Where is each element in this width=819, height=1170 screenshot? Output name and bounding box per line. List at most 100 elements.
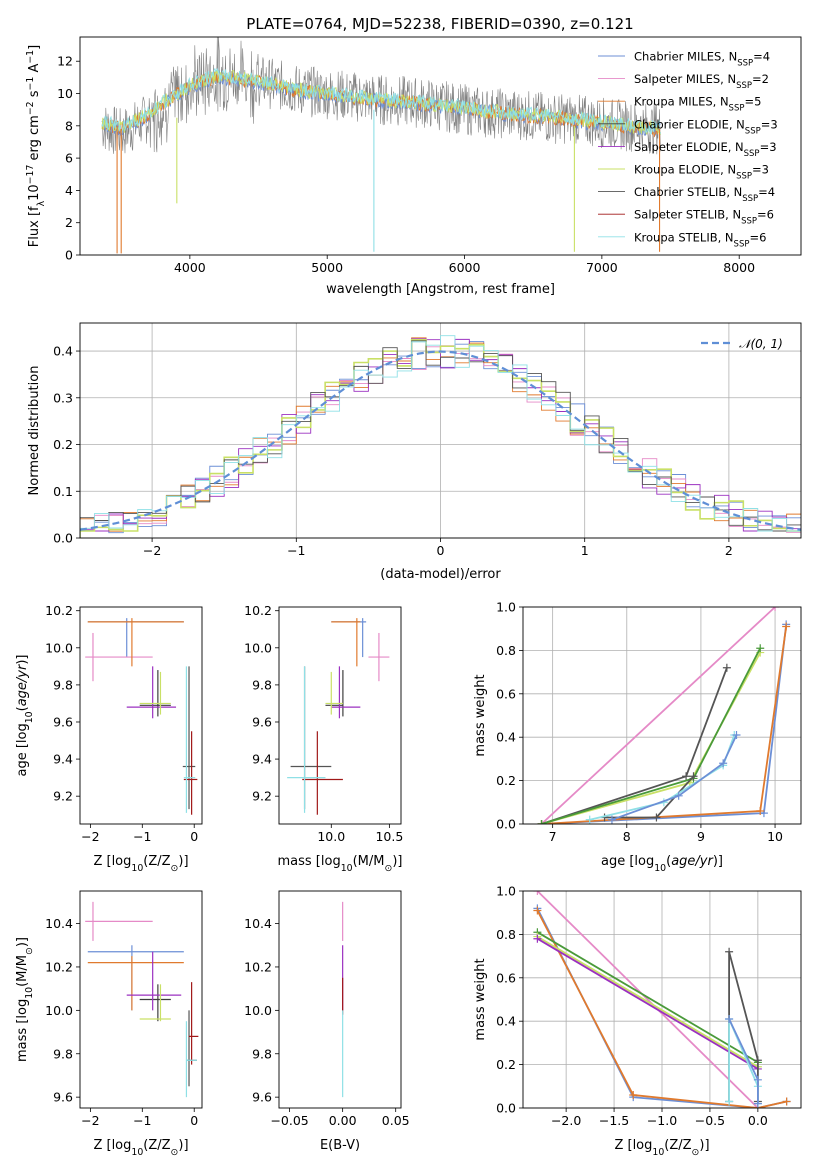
x-tick-label: −2.0 [551,1113,581,1128]
y-tick-label: 9.6 [252,714,272,729]
axes-frame [522,606,802,825]
x-tick-label: 8000 [723,260,755,275]
weight-marker [533,891,542,895]
x-tick-label: 10.0 [317,829,345,844]
y-axis-label: age [log10(age/yr)] [15,654,35,776]
y-tick-label: 0.2 [496,773,516,788]
y-tick-label: 0.0 [496,817,516,832]
x-tick-label: 10 [767,829,783,844]
plot-area [80,335,801,538]
x-tick-label: 0.05 [382,1113,410,1128]
panel-mass_vs_Z: −2 −1 0 9.6 9.8 10.0 10.2 10.4 Z [log10(Z/Z⊙)] ma… [15,890,203,1158]
legend-entry: Chabrier ELODIE, NSSP=3 [634,117,778,136]
weight-line [536,931,759,1064]
y-tick-label: 9.6 [53,714,73,729]
y-tick-label: 10.2 [244,959,272,974]
panel-weight_vs_Z: −2.0 −1.5 −1.0 −0.5 0.0 0.0 0.2 0.4 0.6 0.8 1.0 Z [… [473,884,802,1158]
x-axis-label: E(B-V) [320,1138,360,1153]
weight-marker [732,731,741,740]
weight-line [536,891,759,1108]
x-tick-label: 6000 [449,260,481,275]
y-tick-label: 10.0 [45,640,73,655]
weight-line [540,607,776,824]
y-tick-label: 0.6 [496,686,516,701]
x-tick-label: −2 [81,1113,99,1128]
weight-marker [533,906,542,915]
weight-marker [725,1097,734,1106]
x-tick-label: −1 [133,829,151,844]
weight-line [541,647,762,824]
plot-area [533,891,791,1108]
y-tick-label: 10.4 [45,916,73,931]
legend-entry: Chabrier STELIB, NSSP=4 [634,185,775,204]
y-tick-label: 10.2 [45,959,73,974]
x-tick-label: 8 [623,829,631,844]
x-tick-label: 4000 [174,260,206,275]
y-tick-label: 9.8 [53,1046,73,1061]
plot-area [101,37,662,254]
figure-title: PLATE=0764, MJD=52238, FIBERID=0390, z=0… [246,15,633,33]
x-tick-label: 10.5 [375,829,403,844]
y-tick-label: 0.8 [496,927,516,942]
weight-marker [753,1075,762,1084]
legend-entry: Kroupa MILES, NSSP=5 [634,95,761,114]
observed-spectrum [101,37,661,155]
x-tick-label: 7000 [586,260,618,275]
y-tick-label: 0.2 [496,1057,516,1072]
x-tick-label: 0 [437,543,445,558]
weight-marker [771,607,780,611]
x-tick-label: 7 [549,829,557,844]
x-tick-label: −1.0 [647,1113,677,1128]
y-tick-label: 0.4 [496,1014,516,1029]
y-tick-label: 4 [65,183,73,198]
weight-marker [782,622,791,631]
y-axis-label: Flux [fλ10−17 erg cm−2 s−1 A−1] [25,45,47,247]
y-axis-label: mass weight [473,674,488,756]
x-tick-label: 0.00 [329,1113,357,1128]
y-tick-label: 10.0 [244,640,272,655]
y-tick-label: 9.4 [53,752,73,767]
axes-frame [79,36,802,256]
weight-marker [652,813,661,822]
x-tick-label: 9 [697,829,705,844]
y-tick-label: 10.0 [244,1003,272,1018]
weight-marker [722,663,731,672]
y-tick-label: 10.2 [244,603,272,618]
panel-spectrum: 4000 5000 6000 7000 8000 0 2 4 6 8 10 12 wavelength … [25,36,802,297]
x-axis-label: Z [log10(Z/Z⊙)] [614,1138,709,1158]
y-tick-label: 0.8 [496,643,516,658]
residual-histogram [80,335,801,538]
x-axis-label: wavelength [Angstrom, rest frame] [326,282,555,297]
y-axis-label: mass [log10(M/M⊙)] [15,937,35,1062]
x-tick-label: −2 [143,543,161,558]
model-spectrum-line [101,67,662,135]
y-tick-label: 0.1 [53,484,73,499]
x-tick-label: 0 [190,829,198,844]
panel-residuals: −2 −1 0 1 2 0.0 0.1 0.2 0.3 0.4 (data-model)/error… [27,322,802,582]
axes-frame [278,890,402,1109]
weight-marker [585,815,594,824]
x-axis-label: mass [log10(M/M⊙)] [278,854,403,874]
y-tick-label: 1.0 [496,884,516,899]
y-tick-label: 9.2 [53,789,73,804]
weight-line [541,652,761,824]
axes-frame [79,606,203,825]
weight-line [589,734,736,821]
plot-area [287,618,390,815]
legend-entry: 𝒩(0, 1) [739,337,783,351]
y-tick-label: 2 [65,215,73,230]
weight-marker [607,815,616,824]
x-tick-label: −0.5 [695,1113,725,1128]
legend-entry: Salpeter STELIB, NSSP=6 [634,208,774,227]
weight-marker [753,1056,762,1065]
x-tick-label: 0 [190,1113,198,1128]
x-tick-label: −1 [133,1113,151,1128]
legend-entry: Chabrier MILES, NSSP=4 [634,50,770,69]
y-tick-label: 0.3 [53,390,73,405]
y-tick-label: 9.4 [252,752,272,767]
x-tick-label: −1.5 [599,1113,629,1128]
y-tick-label: 6 [65,151,73,166]
panel-age_vs_mass: 10.0 10.5 9.2 9.4 9.6 9.8 10.0 10.2 mass [log10(… [244,603,403,873]
axes-frame [278,606,402,825]
